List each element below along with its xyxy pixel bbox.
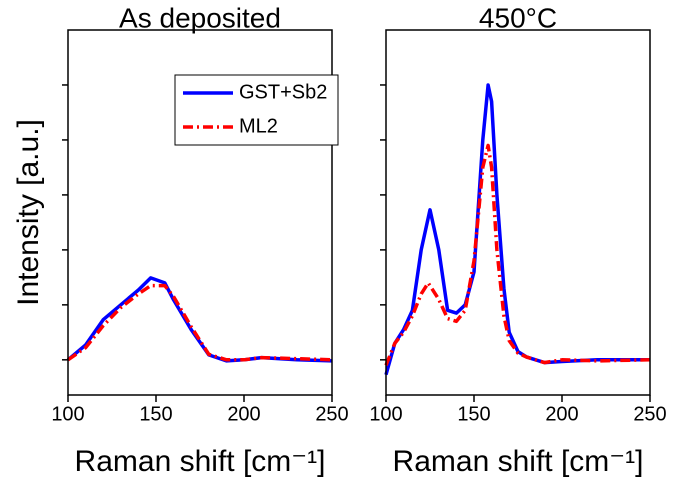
x-tick-label: 200 (227, 403, 260, 425)
legend-box (174, 74, 339, 146)
y-axis-label: Intensity [a.u.] (12, 119, 45, 306)
series-line (384, 83, 650, 376)
x-tick-label: 150 (139, 403, 172, 425)
x-tick-label: 200 (545, 403, 578, 425)
series-line (384, 143, 651, 366)
x-tick-label: 100 (369, 403, 402, 425)
x-axis-label: Raman shift [cm⁻¹] (393, 445, 644, 478)
series-line (67, 283, 333, 362)
panel-title: 450°C (479, 2, 557, 33)
x-axis-label: Raman shift [cm⁻¹] (75, 445, 326, 478)
x-tick-label: 250 (315, 403, 348, 425)
legend-label: ML2 (239, 115, 278, 137)
plot-frame (67, 29, 333, 396)
legend-label: GST+Sb2 (239, 81, 327, 103)
panel-title: As deposited (119, 2, 281, 33)
x-tick-label: 100 (51, 403, 84, 425)
x-tick-label: 250 (633, 403, 666, 425)
x-tick-label: 150 (457, 403, 490, 425)
plot-frame (385, 29, 651, 396)
series-line (66, 276, 333, 363)
